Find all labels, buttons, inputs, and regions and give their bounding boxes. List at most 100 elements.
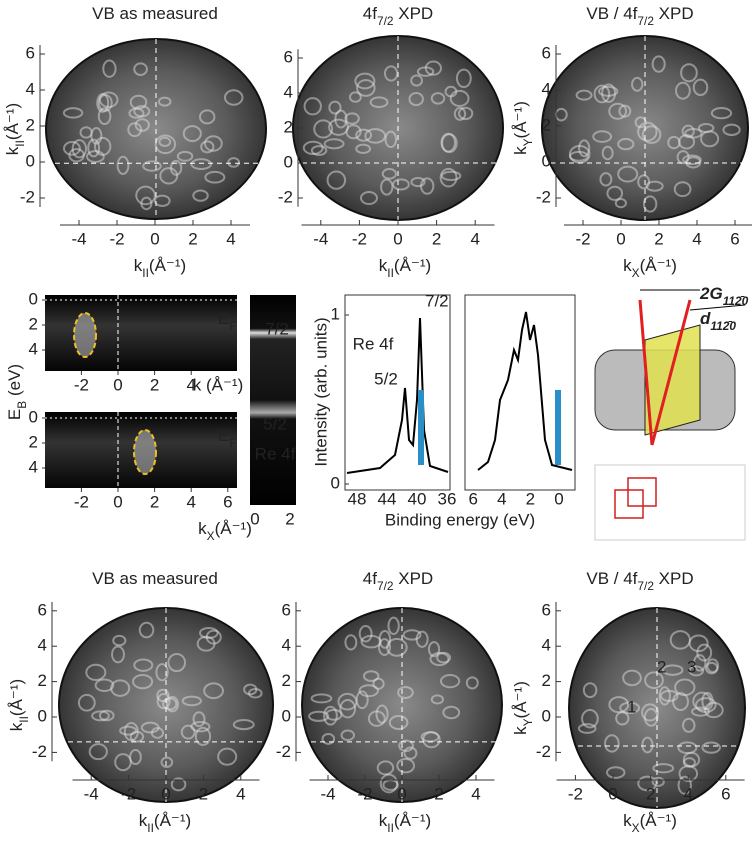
x-axis-label: kX(Å⁻¹)	[198, 519, 252, 543]
pattern-spot	[465, 676, 479, 690]
pattern-spot	[326, 170, 347, 190]
pattern-spot	[192, 189, 209, 202]
pattern-spot	[644, 671, 664, 690]
x-axis-label-part: II	[387, 266, 394, 280]
y-tick-label: 4	[29, 339, 38, 358]
x-tick-label: 0	[397, 784, 406, 803]
pattern-spot	[634, 116, 647, 129]
pattern-spot	[325, 708, 343, 721]
pattern-spot	[410, 74, 424, 87]
pattern-spot	[158, 136, 172, 148]
window-bar	[555, 390, 561, 465]
pattern-spot	[681, 717, 696, 733]
x-tick-label: -2	[568, 784, 583, 803]
pattern-spot	[651, 776, 665, 787]
pattern-spot	[637, 121, 658, 142]
pattern-spot	[677, 741, 698, 755]
pattern-spot	[94, 678, 115, 693]
pattern-spot	[91, 710, 110, 722]
fermi-label: EF	[218, 426, 237, 450]
pattern-spot	[140, 196, 153, 211]
x-tick-label: 4	[692, 229, 701, 248]
x-tick-label: 0	[393, 229, 402, 248]
panel-title-part: VB as measured	[92, 4, 218, 23]
pattern-spot	[134, 118, 150, 132]
y-tick-label: 2	[38, 671, 47, 690]
pattern-spot	[63, 141, 81, 156]
y-axis-label-part: II	[13, 140, 27, 147]
peak-label: 7/2	[425, 291, 449, 310]
unit-cell	[594, 464, 746, 541]
x-tick-label: 0	[150, 229, 159, 248]
pattern-spot	[119, 725, 138, 736]
panel-title: VB as measured	[92, 4, 218, 23]
pattern-spot	[680, 63, 698, 83]
x-tick-label: 2	[150, 375, 159, 394]
pattern-spot	[217, 747, 238, 766]
pattern-spot	[700, 130, 720, 148]
pattern-spot	[190, 158, 213, 171]
y-tick-label: 4	[29, 457, 38, 476]
pattern-spot	[384, 130, 398, 149]
diagram-label-part: 2G	[699, 284, 723, 303]
pattern-spot	[439, 674, 461, 689]
x-tick-label: -2	[121, 784, 136, 803]
strip-label: 7/2	[265, 319, 289, 338]
diagram-label-part: 112̄0	[710, 319, 736, 333]
y-axis-label-part: k	[3, 146, 22, 155]
y-axis-label-part: k	[511, 726, 530, 735]
pattern-spot	[701, 741, 721, 754]
pattern-spot	[170, 777, 187, 792]
x-tick-label: 0	[113, 492, 122, 511]
pattern-spot	[619, 701, 641, 715]
pattern-spot	[98, 709, 115, 722]
pattern-spot	[676, 150, 690, 165]
x-tick-label: 0	[554, 489, 563, 508]
x-tick-label: 2	[432, 229, 441, 248]
panel-title-part: XPD	[654, 4, 694, 23]
pattern-spot	[408, 91, 424, 107]
pattern-spot	[453, 106, 467, 121]
pattern-spot	[642, 195, 658, 213]
panel-title-part: XPD	[394, 4, 434, 23]
x-tick-label: -4	[71, 229, 86, 248]
pattern-spot	[637, 775, 658, 792]
spectrum-curve	[477, 311, 573, 471]
y-tick-label: 6	[282, 600, 291, 619]
y-tick-label: 4	[26, 79, 35, 98]
x-tick-label: 4	[226, 229, 235, 248]
pattern-spot	[606, 766, 626, 779]
pattern-spot	[392, 178, 410, 191]
y-tick-label: 1	[331, 304, 340, 323]
pattern-spot	[127, 122, 143, 138]
pattern-spot	[176, 150, 194, 162]
y-tick-label: 2	[29, 432, 38, 451]
x-axis-label: kII(Å⁻¹)	[379, 256, 431, 280]
pattern-spot	[348, 91, 362, 103]
x-tick-label: 6	[468, 489, 477, 508]
pattern-spot	[182, 125, 202, 143]
pattern-spot	[181, 695, 202, 707]
panel-title-part: 7/2	[377, 14, 394, 28]
x-axis-label: kII(Å⁻¹)	[139, 811, 191, 835]
pattern-spot	[192, 711, 206, 728]
y-tick-label: 4	[38, 636, 47, 655]
annotation: 1	[627, 697, 636, 716]
x-tick-label: 36	[438, 489, 457, 508]
pattern-spot	[150, 727, 165, 739]
pattern-spot	[203, 682, 224, 700]
pattern-spot	[617, 137, 635, 151]
x-tick-label: 0	[608, 784, 617, 803]
x-tick-label: -2	[74, 492, 89, 511]
pattern-spot	[132, 673, 154, 690]
pattern-spot	[129, 730, 145, 743]
x-tick-label: 4	[683, 784, 692, 803]
pattern-spot	[669, 630, 691, 650]
pattern-spot	[442, 705, 461, 720]
pattern-spot	[682, 757, 696, 768]
pattern-spot	[303, 97, 322, 116]
y-axis-label-part: B	[15, 401, 29, 409]
x-tick-label: 0	[161, 784, 170, 803]
pattern-spot	[157, 96, 172, 107]
x-axis-label-part: k	[134, 256, 143, 275]
